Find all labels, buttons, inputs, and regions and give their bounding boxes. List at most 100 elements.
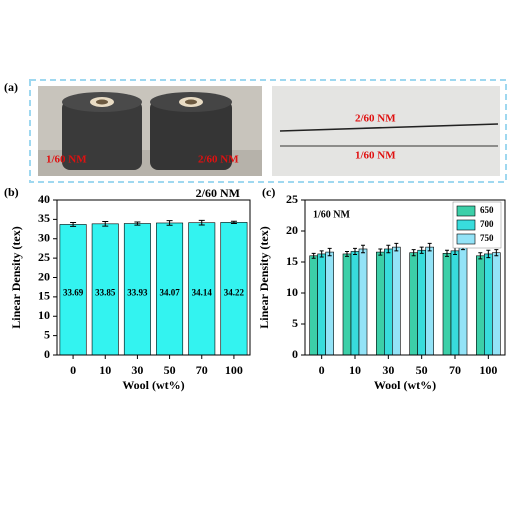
photo-spools [38,86,262,176]
y-tick-label: 10 [38,308,50,322]
x-tick-label: 70 [196,363,208,377]
error-bar [134,221,141,226]
bar [484,253,493,356]
bar [476,255,485,356]
error-bar [419,246,424,254]
error-bar [353,247,357,256]
error-bar [361,244,365,254]
error-bar [102,221,109,227]
error-bar [494,249,499,257]
y-tick-label: 15 [38,289,50,303]
annotation: 2/60 NM [196,186,240,200]
error-bar [327,247,332,257]
x-axis-label: Wool (wt%) [374,378,436,392]
legend-swatch [456,205,476,217]
bar [417,249,426,356]
bar [358,248,368,356]
bar [392,246,401,356]
bar [376,251,385,356]
x-tick-label: 30 [131,363,143,377]
legend-label: 650 [480,205,494,215]
panel-label: (c) [262,185,275,199]
bar [220,222,248,356]
error-bar [445,249,449,257]
photo-label: 1/60 NM [46,154,87,166]
y-tick-label: 25 [286,192,298,206]
panel-label: (b) [4,185,19,199]
value-label: 34.22 [224,288,245,298]
x-tick-label: 100 [225,363,243,377]
y-tick-label: 20 [286,223,298,237]
photo-label: 1/60 NM [355,150,396,162]
y-axis-label: Linear Density (tex) [9,226,23,328]
error-bar [378,248,383,256]
error-bar [427,242,432,252]
legend-label: 750 [480,233,494,243]
legend-swatch [456,233,476,245]
y-tick-label: 30 [38,231,50,245]
bar [350,251,360,356]
bar [458,245,468,356]
bar [492,252,501,356]
bar [342,253,352,356]
bar [309,255,318,356]
panel-label: (a) [4,80,18,94]
bar [450,250,460,356]
bar [409,252,418,356]
bar [325,251,334,356]
bar [156,222,184,356]
x-tick-label: 0 [70,363,76,377]
x-tick-label: 70 [449,363,461,377]
value-label: 34.14 [192,288,213,298]
x-tick-label: 10 [349,363,361,377]
error-bar [198,219,205,226]
bar [317,253,326,356]
value-label: 33.85 [95,288,116,298]
annotation: 1/60 NM [313,209,351,220]
error-bar [394,242,399,252]
x-tick-label: 50 [416,363,428,377]
y-tick-label: 5 [292,316,298,330]
bar [384,248,393,356]
legend-label: 700 [480,219,494,229]
error-bar [70,222,77,227]
error-bar [386,244,391,254]
photo-yarn [272,86,500,176]
x-tick-label: 50 [164,363,176,377]
bar [442,253,452,356]
error-bar [166,220,173,226]
photo-label: 2/60 NM [355,113,396,125]
value-label: 33.69 [63,288,84,298]
y-tick-label: 0 [292,347,298,361]
y-tick-label: 5 [44,327,50,341]
x-tick-label: 100 [479,363,497,377]
photo-label: 2/60 NM [198,154,239,166]
y-tick-label: 15 [286,254,298,268]
error-bar [411,249,416,257]
legend-swatch [456,219,476,231]
error-bar [486,249,491,259]
y-tick-label: 35 [38,211,50,225]
y-tick-label: 10 [286,285,298,299]
bar [425,246,434,356]
x-tick-label: 0 [319,363,325,377]
y-tick-label: 20 [38,269,50,283]
y-tick-label: 0 [44,347,50,361]
error-bar [311,252,316,259]
error-bar [345,250,349,257]
x-tick-label: 30 [382,363,394,377]
error-bar [319,250,324,258]
y-tick-label: 25 [38,250,50,264]
bar [188,222,216,356]
y-tick-label: 40 [38,192,50,206]
plot-frame [304,199,506,356]
error-bar [230,220,237,225]
value-label: 33.93 [127,288,148,298]
y-axis-label: Linear Density (tex) [257,226,271,328]
photo-frame [29,79,507,183]
value-label: 34.07 [159,288,180,298]
x-tick-label: 10 [99,363,111,377]
x-axis-label: Wool (wt%) [122,378,184,392]
error-bar [478,252,483,260]
